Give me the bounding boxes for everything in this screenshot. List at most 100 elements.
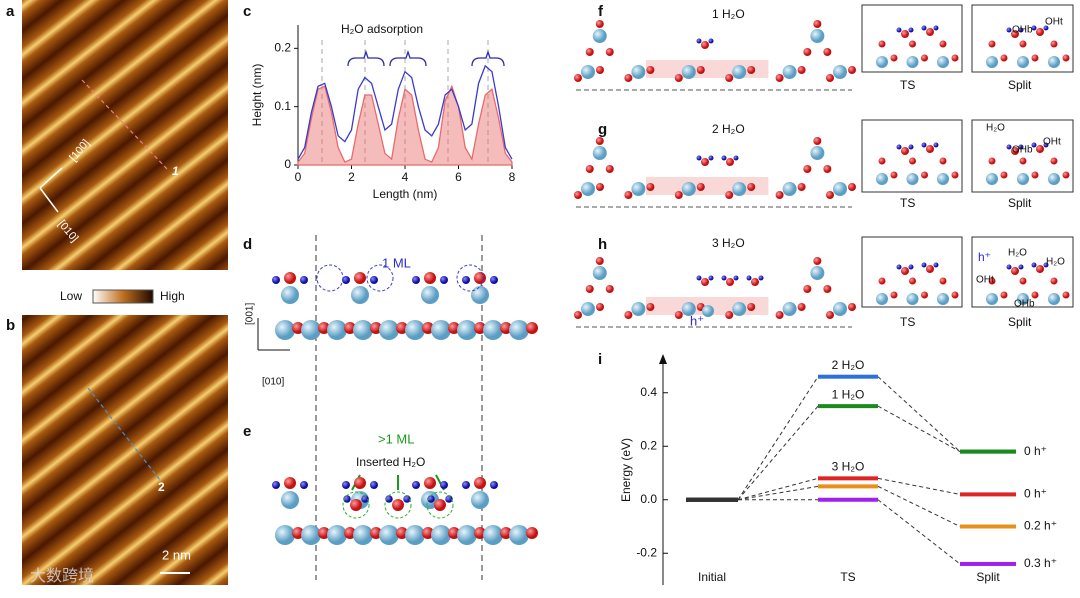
energy-level bbox=[818, 374, 878, 379]
atom bbox=[526, 322, 538, 334]
x-category-label: Split bbox=[976, 570, 1000, 584]
box-label: TS bbox=[900, 196, 915, 210]
atom bbox=[354, 477, 366, 489]
guide-lines bbox=[321, 40, 489, 165]
atom bbox=[775, 74, 784, 82]
atom bbox=[440, 276, 448, 284]
atom bbox=[342, 481, 350, 489]
atom bbox=[901, 147, 909, 155]
y-tick-label: 0.4 bbox=[640, 385, 657, 399]
atom bbox=[701, 278, 709, 286]
atom bbox=[490, 481, 498, 489]
atom bbox=[301, 320, 321, 340]
atom bbox=[412, 481, 420, 489]
atom bbox=[681, 302, 696, 316]
species-label: OHb bbox=[1012, 145, 1033, 156]
atom bbox=[434, 499, 446, 511]
atom bbox=[733, 275, 739, 281]
atom bbox=[585, 285, 594, 293]
axis-label: [010] bbox=[262, 377, 284, 388]
y-axis-arrow bbox=[659, 354, 667, 364]
atom bbox=[732, 302, 747, 316]
atom bbox=[474, 322, 486, 334]
x-category-label: TS bbox=[840, 570, 855, 584]
atom bbox=[1031, 142, 1037, 148]
atom bbox=[474, 477, 486, 489]
atom bbox=[361, 495, 369, 503]
atom bbox=[833, 302, 847, 316]
atom bbox=[424, 272, 436, 284]
species-label: OHb bbox=[1014, 299, 1035, 310]
panel-letter: b bbox=[6, 317, 15, 334]
inserted-ring bbox=[342, 491, 370, 519]
atom bbox=[725, 191, 734, 199]
atom bbox=[921, 171, 928, 179]
atom bbox=[421, 286, 439, 304]
x-axis-label: Length (nm) bbox=[373, 187, 438, 201]
atom bbox=[747, 183, 756, 191]
atom bbox=[1048, 173, 1060, 185]
atom bbox=[474, 272, 486, 284]
annotation: H₂O adsorption bbox=[341, 22, 423, 36]
atom bbox=[813, 257, 822, 265]
atom bbox=[1017, 56, 1029, 68]
atom bbox=[370, 276, 378, 284]
atom bbox=[775, 311, 784, 319]
x-tick-label: 6 bbox=[455, 170, 462, 184]
cell-lines bbox=[315, 235, 483, 580]
atom bbox=[681, 182, 696, 196]
atom bbox=[1062, 291, 1070, 299]
atom bbox=[890, 54, 898, 62]
atom bbox=[725, 311, 734, 319]
coverage-label: 1 ML bbox=[382, 255, 411, 270]
atom bbox=[353, 320, 373, 340]
x-tick-label: 4 bbox=[402, 170, 409, 184]
energy-level bbox=[818, 476, 878, 481]
atom bbox=[392, 499, 404, 511]
y-tick-label: 0 bbox=[284, 157, 291, 171]
marker: 2 bbox=[158, 480, 165, 494]
atom bbox=[701, 41, 709, 49]
scale-label: 2 nm bbox=[162, 547, 191, 562]
structure-label: 2 H₂O bbox=[712, 122, 745, 136]
atom bbox=[908, 27, 914, 33]
atom bbox=[702, 305, 714, 317]
atom bbox=[810, 29, 825, 43]
atom bbox=[775, 191, 784, 199]
atom bbox=[327, 320, 347, 340]
atom bbox=[901, 267, 909, 275]
atom bbox=[921, 262, 927, 268]
atom bbox=[457, 320, 477, 340]
atom bbox=[1050, 40, 1058, 48]
atom bbox=[823, 165, 832, 173]
atom bbox=[353, 525, 373, 545]
atom bbox=[300, 276, 308, 284]
structure-label: 3 H₂O bbox=[712, 236, 745, 250]
level-label: 0 h⁺ bbox=[1024, 487, 1047, 501]
level-label: 0 h⁺ bbox=[1024, 444, 1047, 458]
atom bbox=[422, 322, 434, 334]
atom bbox=[878, 40, 886, 48]
atom bbox=[803, 285, 812, 293]
connector bbox=[877, 485, 961, 527]
atom bbox=[500, 527, 512, 539]
atom bbox=[986, 293, 998, 305]
connector bbox=[737, 376, 819, 501]
atom bbox=[344, 322, 356, 334]
atom bbox=[1019, 277, 1027, 285]
atom bbox=[986, 56, 998, 68]
atom bbox=[646, 66, 655, 74]
atom bbox=[1031, 54, 1039, 62]
atom bbox=[696, 183, 705, 191]
energy-level bbox=[960, 492, 1016, 497]
panel-letter: h bbox=[598, 236, 607, 253]
atom bbox=[986, 173, 998, 185]
atom bbox=[926, 28, 934, 36]
atom bbox=[1018, 27, 1024, 33]
braces bbox=[347, 49, 505, 67]
atom bbox=[988, 277, 996, 285]
atom bbox=[939, 157, 947, 165]
atom bbox=[803, 48, 812, 56]
atom bbox=[721, 275, 727, 281]
atom bbox=[951, 54, 959, 62]
